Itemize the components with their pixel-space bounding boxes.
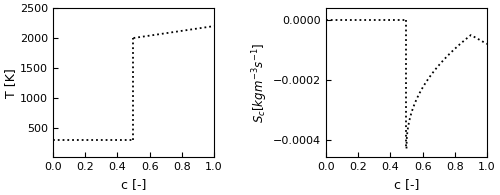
Y-axis label: T [K]: T [K] — [4, 68, 17, 98]
X-axis label: c [-]: c [-] — [394, 178, 419, 191]
Y-axis label: $S_c[kgm^{-3}s^{-1}]$: $S_c[kgm^{-3}s^{-1}]$ — [250, 43, 270, 123]
X-axis label: c [-]: c [-] — [121, 178, 146, 191]
